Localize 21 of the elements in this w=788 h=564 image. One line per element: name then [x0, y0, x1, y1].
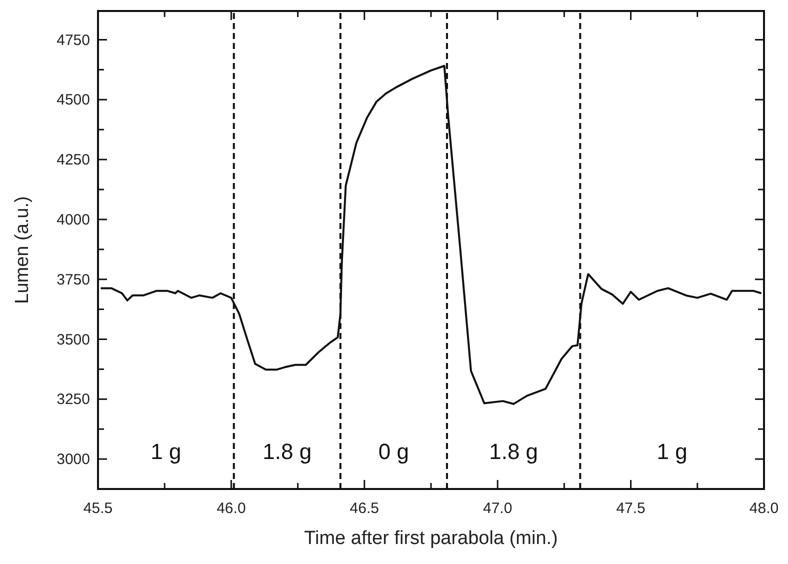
x-tick-label: 46.0: [216, 500, 246, 517]
x-tick-label: 48.0: [749, 500, 779, 517]
y-tick-label: 3500: [56, 331, 90, 348]
y-tick-label: 4750: [56, 32, 90, 49]
annotation: 1.8 g: [262, 439, 312, 464]
x-axis-title: Time after first parabola (min.): [304, 528, 558, 549]
annotation: 1 g: [150, 439, 182, 464]
x-tick-label: 47.5: [616, 500, 646, 517]
y-axis-title: Lumen (a.u.): [12, 196, 33, 304]
y-tick-label: 4000: [56, 211, 90, 228]
y-tick-label: 3750: [56, 271, 90, 288]
annotation: 1.8 g: [489, 439, 538, 464]
x-tick-label: 47.0: [483, 500, 512, 517]
annotation: 1 g: [656, 439, 688, 464]
y-tick-label: 3250: [56, 391, 90, 408]
y-tick-label: 3000: [56, 451, 90, 468]
annotation: 0 g: [378, 439, 409, 464]
y-tick-label: 4500: [56, 92, 90, 109]
x-tick-label: 45.5: [83, 500, 113, 517]
x-tick-label: 46.5: [350, 500, 379, 517]
y-tick-label: 4250: [56, 152, 90, 169]
